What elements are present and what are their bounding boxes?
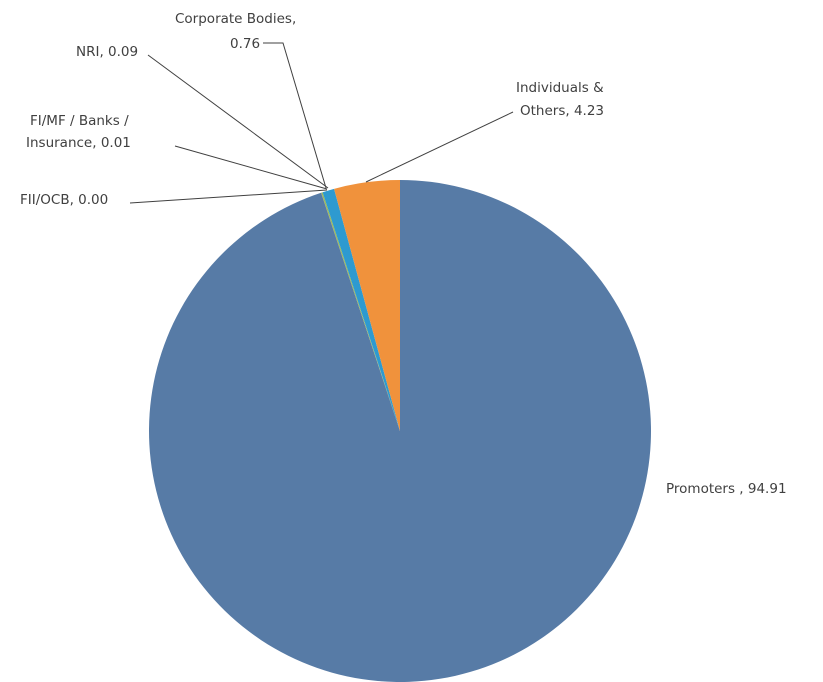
leader-line	[365, 111, 514, 183]
leader-line	[174, 145, 328, 190]
data-label: Others, 4.23	[520, 103, 604, 119]
pie-slice	[322, 188, 400, 431]
leader-line	[147, 54, 329, 189]
data-label: NRI, 0.09	[76, 44, 138, 60]
pie-slice	[334, 180, 400, 431]
leader-line	[129, 189, 328, 204]
data-label: Corporate Bodies,	[175, 11, 296, 27]
data-labels: Promoters , 94.91 FII/OCB, 0.00 FI/MF / Ba…	[20, 11, 787, 497]
pie-slice	[148, 180, 651, 682]
pie-slices	[148, 180, 651, 682]
pie-slice	[321, 192, 400, 431]
leader-line	[263, 42, 327, 189]
data-label: Individuals &	[516, 80, 604, 96]
leader-lines	[129, 42, 514, 204]
pie-slice	[321, 192, 400, 431]
data-label: Insurance, 0.01	[26, 135, 131, 151]
data-label: 0.76	[230, 36, 260, 52]
data-label: Promoters , 94.91	[666, 481, 787, 497]
data-label: FII/OCB, 0.00	[20, 192, 108, 208]
data-label: FI/MF / Banks /	[30, 113, 129, 129]
